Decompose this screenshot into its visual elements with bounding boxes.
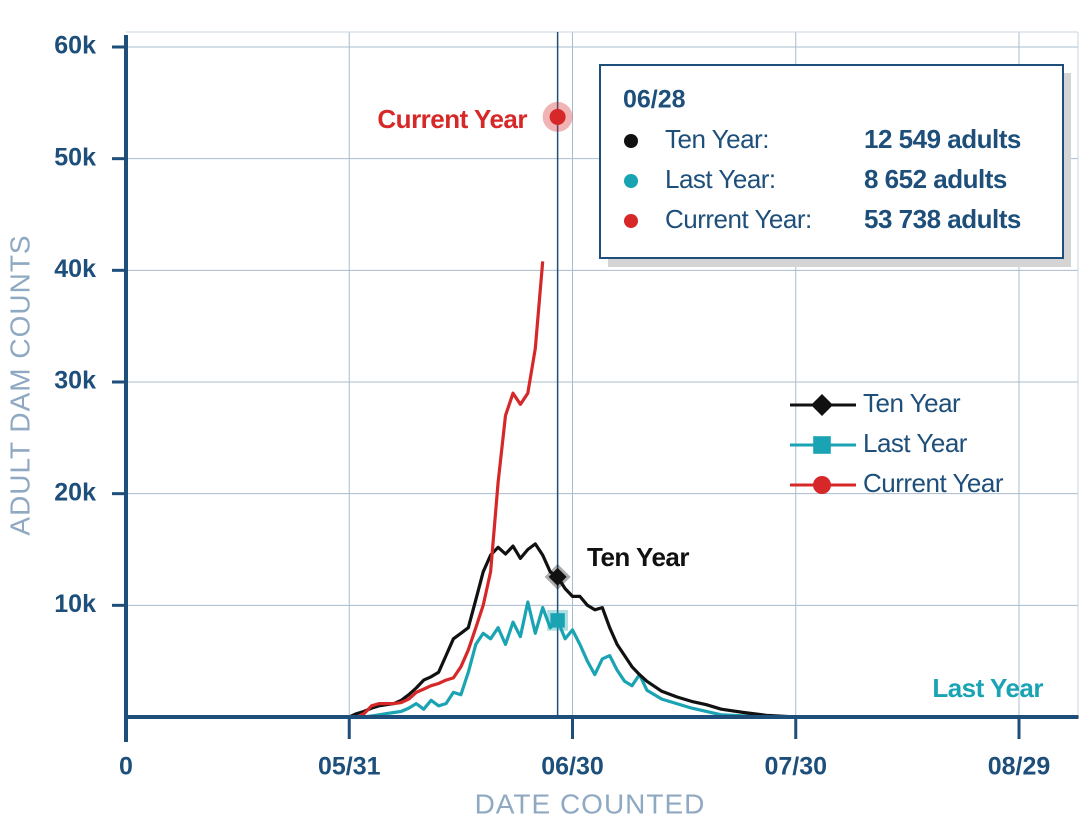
legend-label: Ten Year: [863, 388, 961, 418]
legend-label: Last Year: [863, 428, 968, 458]
x-tick-label: 0: [119, 753, 133, 781]
tooltip-dot: [624, 134, 638, 148]
tooltip-dot: [624, 214, 638, 228]
x-axis-title: DATE COUNTED: [475, 788, 706, 819]
series-line: [126, 542, 1079, 719]
tooltip-box: [599, 64, 1064, 259]
tooltip-label: Last Year:: [665, 164, 776, 194]
tooltip-value: 53 738 adults: [864, 204, 1021, 234]
marker: [548, 567, 567, 586]
y-tick-label: 30k: [54, 367, 96, 395]
legend-marker: [813, 436, 831, 454]
series-label: Current Year: [377, 104, 527, 134]
series-line: [126, 117, 558, 717]
series-label: Last Year: [932, 673, 1043, 703]
tooltip-label: Current Year:: [665, 204, 812, 234]
tooltip-title: 06/28: [623, 86, 686, 114]
tooltip-value: 12 549 adults: [864, 124, 1021, 154]
x-tick-label: 05/31: [318, 753, 381, 781]
tooltip-dot: [624, 174, 638, 188]
y-tick-label: 20k: [54, 478, 96, 506]
series-line: [126, 600, 1079, 719]
tooltip: 06/28 Ten Year: 12 549 adults Last Year: 8 6…: [599, 64, 1071, 267]
y-tick-label: 60k: [54, 32, 96, 60]
marker: [550, 613, 565, 628]
x-tick-label: 08/29: [988, 753, 1051, 781]
x-tick-label: 06/30: [541, 753, 604, 781]
y-tick-label: 40k: [54, 255, 96, 283]
legend-marker: [813, 476, 831, 494]
tooltip-label: Ten Year:: [665, 124, 769, 154]
y-tick-label: 10k: [54, 590, 96, 618]
y-tick-label: 50k: [54, 143, 96, 171]
legend-marker: [811, 394, 833, 416]
marker: [549, 108, 566, 125]
tooltip-value: 8 652 adults: [864, 164, 1007, 194]
x-tick-label: 07/30: [764, 753, 827, 781]
y-axis-title: ADULT DAM COUNTS: [4, 234, 35, 535]
legend-label: Current Year: [863, 468, 1004, 498]
series-label: Ten Year: [587, 542, 689, 572]
